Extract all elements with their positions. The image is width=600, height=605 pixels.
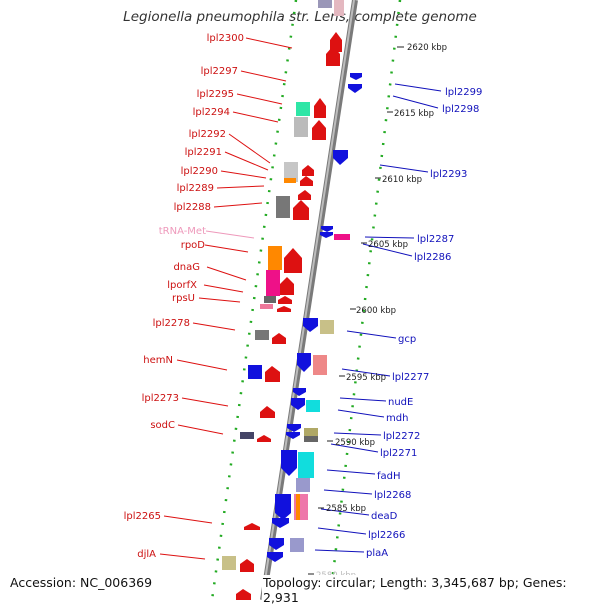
kbp-label: 2605 kbp [368, 240, 408, 250]
gene-label: mdh [386, 413, 408, 424]
gene-label: rpoD [181, 240, 206, 251]
gene-label-trna: tRNA-Met [159, 226, 206, 237]
left-gene-labels: lpl2300 lpl2297 lpl2295 lpl2294 lpl2292 … [124, 33, 244, 560]
gene-label: deaD [371, 511, 398, 522]
gene-label: lpl2287 [417, 234, 454, 245]
gene-label: lpl2266 [368, 530, 405, 541]
gene-label: nudE [388, 397, 413, 408]
gene-label: lpl2290 [181, 166, 218, 177]
gene-label: lpl2293 [430, 169, 467, 180]
accession-text: Accession: NC_006369 [9, 575, 154, 590]
kbp-label: 2600 kbp [356, 306, 396, 316]
kbp-label: 2610 kbp [382, 175, 422, 185]
gene-label: lpl2277 [392, 372, 429, 383]
gene-label: lpl2271 [380, 448, 417, 459]
map-title: Legionella pneumophila str. Lens, comple… [123, 9, 477, 25]
gene-label: sodC [150, 420, 175, 431]
gene-label: rpsU [172, 293, 195, 304]
kbp-label: 2585 kbp [326, 504, 366, 514]
left-leader-lines [159, 37, 293, 560]
gene-label: lpl2291 [185, 147, 222, 158]
gene-label: lpl2278 [153, 318, 190, 329]
gene-label: fadH [377, 471, 401, 482]
gene-label: lpl2273 [142, 393, 179, 404]
kbp-label: 2595 kbp [346, 373, 386, 383]
gene-label: lpl2295 [197, 89, 234, 100]
gene-label: lpl2268 [374, 490, 411, 501]
gene-label: lpl2299 [445, 87, 482, 98]
gene-label: lpl2297 [201, 66, 238, 77]
gene-label: lpl2289 [177, 183, 214, 194]
gene-label: lpl2298 [442, 104, 479, 115]
gene-label: lpl2288 [174, 202, 211, 213]
gene-label: lpl2286 [414, 252, 451, 263]
gene-function-boxes [222, 0, 350, 596]
inner-ring-dots [210, 0, 298, 600]
gene-label: lpl2265 [124, 511, 161, 522]
gene-label: lpl2272 [383, 431, 420, 442]
reverse-strand-genes [248, 73, 362, 562]
gene-label: lpl2300 [207, 33, 244, 44]
right-leader-lines [314, 83, 442, 553]
gene-label: lporfX [167, 280, 197, 291]
gene-label: djlA [137, 549, 156, 560]
gene-label: lpl2294 [193, 107, 230, 118]
kbp-label: 2615 kbp [394, 109, 434, 119]
gene-label: plaA [366, 548, 388, 559]
trna-leader-line [205, 230, 255, 239]
gene-label: hemN [143, 355, 173, 366]
gene-label: gcp [398, 334, 416, 345]
right-gene-labels: lpl2299 lpl2298 lpl2293 lpl2287 lpl2286 … [366, 87, 482, 559]
forward-strand-genes [236, 32, 342, 600]
gene-label: dnaG [173, 262, 200, 273]
kbp-markers [308, 46, 404, 575]
kbp-label: 2620 kbp [407, 43, 447, 53]
topology-text: Topology: circular; Length: 3,345,687 bp… [262, 575, 600, 605]
gene-label: lpl2292 [189, 129, 226, 140]
kbp-label: 2590 kbp [335, 438, 375, 448]
